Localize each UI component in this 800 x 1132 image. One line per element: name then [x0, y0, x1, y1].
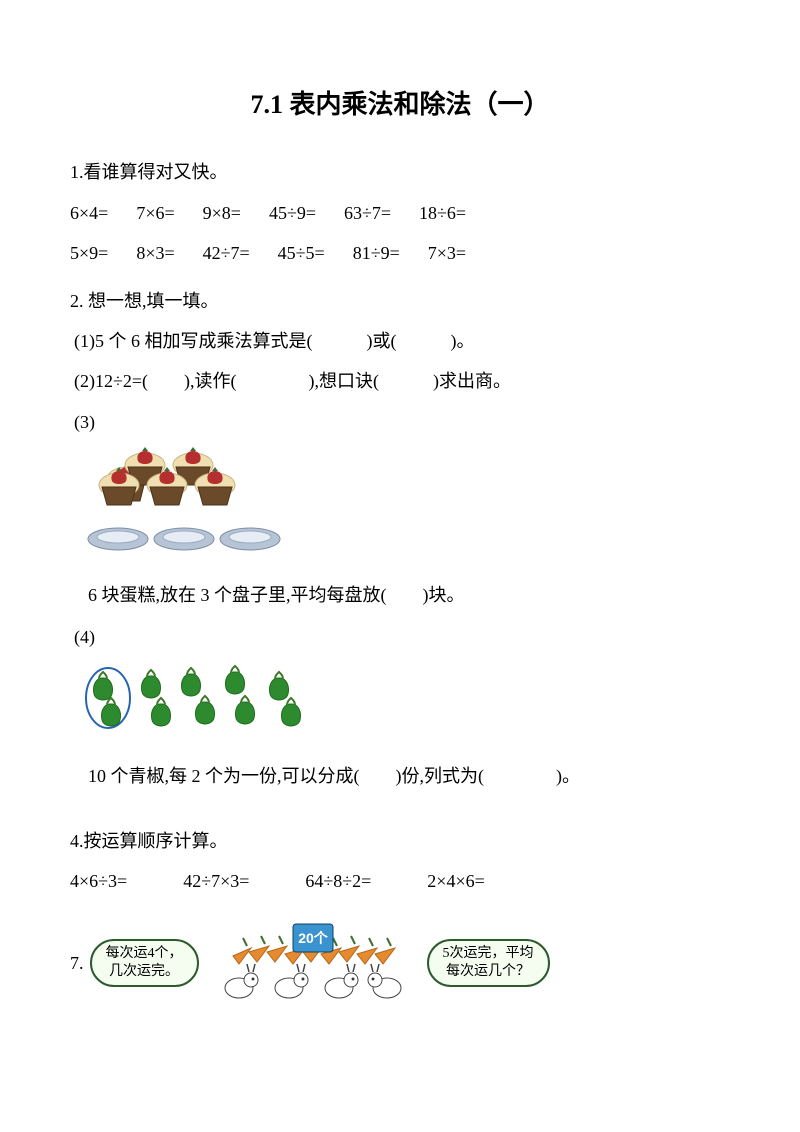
q1-row2: 5×9= 8×3= 42÷7= 45÷5= 81÷9= 7×3= — [70, 236, 730, 270]
eq: 45÷5= — [278, 236, 325, 270]
q7-right-cloud: 5次运完，平均 每次运几个？ — [427, 939, 550, 987]
eq: 7×6= — [136, 196, 174, 230]
q1-heading: 1.看谁算得对又快。 — [70, 155, 730, 189]
eq: 6×4= — [70, 196, 108, 230]
q7-label: 7. — [70, 946, 84, 980]
q2-part4-text: 10 个青椒,每 2 个为一份,可以分成( )份,列式为( )。 — [88, 759, 730, 793]
eq: 8×3= — [136, 236, 174, 270]
peppers-illustration — [84, 662, 730, 749]
q2-part1: (1)5 个 6 相加写成乘法算式是( )或( )。 — [74, 324, 730, 358]
eq: 64÷8÷2= — [305, 864, 371, 898]
q2-part3-text: 6 块蛋糕,放在 3 个盘子里,平均每盘放( )块。 — [88, 578, 730, 612]
q1-row1: 6×4= 7×6= 9×8= 45÷9= 63÷7= 18÷6= — [70, 196, 730, 230]
eq: 18÷6= — [419, 196, 466, 230]
eq: 42÷7= — [203, 236, 250, 270]
eq: 9×8= — [203, 196, 241, 230]
eq: 45÷9= — [269, 196, 316, 230]
eq: 7×3= — [428, 236, 466, 270]
q2-part3-label: (3) — [74, 405, 730, 439]
eq: 5×9= — [70, 236, 108, 270]
svg-text:20个: 20个 — [298, 930, 329, 946]
eq: 4×6÷3= — [70, 864, 127, 898]
q2-heading: 2. 想一想,填一填。 — [70, 284, 730, 318]
carrot-rabbit-illustration: 20个 — [203, 920, 423, 1006]
page-title: 7.1 表内乘法和除法（一） — [70, 80, 730, 129]
eq: 81÷9= — [353, 236, 400, 270]
q4-row: 4×6÷3= 42÷7×3= 64÷8÷2= 2×4×6= — [70, 864, 730, 898]
q7-left-cloud: 每次运4个， 几次运完。 — [90, 939, 199, 987]
eq: 42÷7×3= — [183, 864, 249, 898]
q4-heading: 4.按运算顺序计算。 — [70, 824, 730, 858]
q2-part2: (2)12÷2=( ),读作( ),想口诀( )求出商。 — [74, 364, 730, 398]
cakes-plates-illustration — [84, 447, 730, 568]
eq: 2×4×6= — [427, 864, 484, 898]
q7-row: 7. 每次运4个， 几次运完。 — [70, 920, 730, 1006]
q2-part4-label: (4) — [74, 620, 730, 654]
eq: 63÷7= — [344, 196, 391, 230]
